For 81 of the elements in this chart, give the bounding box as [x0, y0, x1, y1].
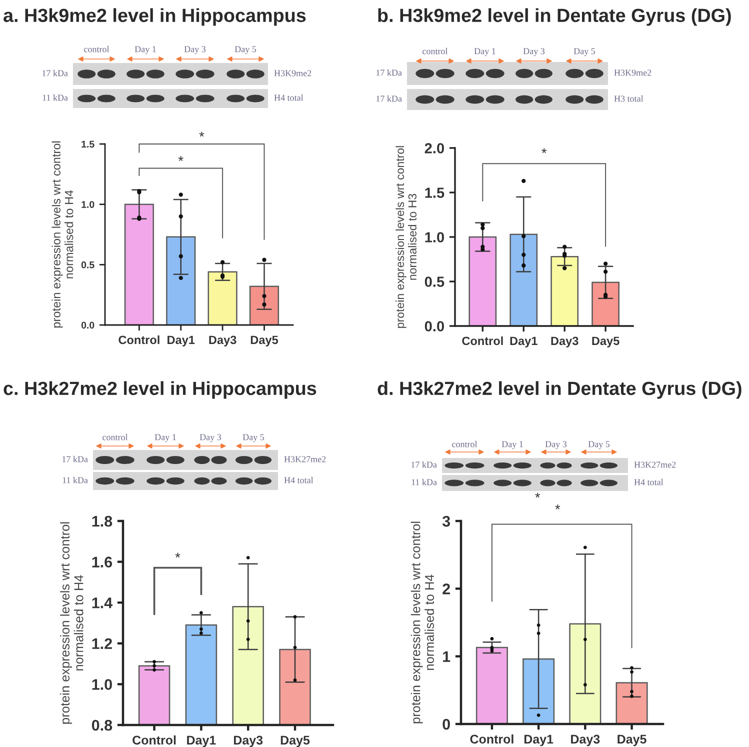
- annotation: *: [175, 552, 180, 558]
- y-tick-label: 1.4: [92, 598, 113, 608]
- text: control: [452, 440, 478, 448]
- y-tick-label: 0.0: [81, 322, 94, 329]
- x-tick-label: Control: [118, 335, 160, 344]
- x-tick-label: Day3: [234, 736, 263, 747]
- text: H3K9me2: [614, 70, 652, 76]
- y-tick-label: 1.5: [425, 188, 444, 198]
- y-tick-label: 3: [442, 516, 450, 527]
- text: Day 1: [154, 434, 176, 442]
- text: Day 5: [242, 434, 264, 442]
- text: 17 kDa: [376, 69, 402, 76]
- x-tick-label: Day1: [510, 336, 538, 348]
- text: Day 5: [574, 48, 596, 56]
- text: Day 1: [134, 46, 156, 54]
- x-tick-label: Day3: [571, 734, 600, 746]
- y-tick-label: 0.8: [92, 720, 112, 731]
- x-tick-label: Control: [462, 336, 503, 346]
- text: Day 3: [545, 441, 567, 450]
- x-tick-label: Day1: [168, 336, 195, 346]
- text: Day 3: [184, 46, 206, 54]
- y-tick-label: 2.0: [424, 143, 444, 154]
- text: 11 kDa: [62, 476, 88, 484]
- y-tick-label: 1.6: [92, 556, 112, 568]
- text: Day 5: [588, 441, 610, 450]
- x-tick-label: Day5: [618, 734, 646, 746]
- text: 17 kDa: [411, 461, 437, 468]
- text: *: [199, 132, 204, 137]
- y-axis-title: protein expression levels wrt control normalised to H3: [396, 146, 416, 328]
- text: 11 kDa: [42, 94, 68, 101]
- text: Day 3: [200, 434, 222, 442]
- chart-title: a. H3k9me2 level in Hippocampus: [4, 8, 306, 26]
- text: *: [535, 492, 540, 498]
- y-tick-label: 1.2: [92, 638, 112, 649]
- chart-title: c. H3k27me2 level in Hippocampus: [4, 381, 316, 399]
- y-axis-title: protein expression levels wrt control normalised to H4: [410, 522, 434, 724]
- text: H3 total: [614, 95, 644, 102]
- y-tick-label: 0.5: [81, 261, 94, 268]
- y-tick-label: 2: [442, 584, 450, 594]
- text: H4 total: [274, 94, 304, 101]
- text: H3K27me2: [284, 456, 326, 462]
- text: 17 kDa: [376, 95, 402, 102]
- y-axis-title: protein expression levels wrt control normalised to H4: [60, 522, 84, 724]
- x-tick-label: Day5: [280, 736, 310, 747]
- text: H4 total: [634, 478, 664, 486]
- text: 11 kDa: [412, 478, 437, 486]
- x-tick-label: Control: [132, 735, 176, 745]
- text: 17 kDa: [42, 70, 68, 76]
- y-tick-label: 1.0: [425, 232, 444, 242]
- y-tick-label: 1: [443, 651, 450, 662]
- y-axis-title: protein expression levels wrt control normalised to H4: [52, 141, 74, 328]
- annotation: *: [542, 148, 547, 154]
- text: Day 3: [523, 48, 545, 56]
- text: *: [555, 504, 560, 510]
- text: 17 kDa: [62, 456, 88, 462]
- y-tick-label: 0.5: [424, 276, 444, 287]
- y-tick-label: 0.0: [424, 321, 444, 332]
- y-tick-label: 0: [442, 718, 450, 730]
- text: Day 5: [234, 46, 256, 54]
- x-tick-label: Day1: [524, 734, 554, 746]
- text: H4 total: [284, 476, 314, 484]
- text: control: [102, 434, 128, 440]
- y-tick-label: 1.5: [82, 140, 94, 148]
- text: control: [84, 46, 110, 52]
- text: control: [422, 48, 448, 54]
- x-tick-label: Day5: [592, 336, 620, 348]
- text: Day 1: [474, 48, 496, 56]
- annotation: *: [178, 156, 184, 162]
- text: H3K9me2: [274, 70, 312, 76]
- x-tick-label: Day5: [250, 336, 278, 346]
- chart-title: b. H3k9me2 level in Dentate Gyrus (DG): [378, 8, 731, 26]
- text: H3K27me2: [634, 462, 676, 468]
- x-tick-label: Day1: [187, 736, 216, 747]
- chart-title: d. H3k27me2 level in Dentate Gyrus (DG): [378, 381, 742, 399]
- x-tick-label: Day3: [551, 336, 578, 348]
- x-tick-label: Day3: [209, 336, 236, 346]
- y-tick-label: 1.0: [82, 201, 94, 208]
- x-tick-label: Control: [470, 734, 514, 744]
- text: Day 1: [502, 441, 523, 450]
- y-tick-label: 1.0: [92, 679, 112, 690]
- y-tick-label: 1.8: [92, 516, 112, 527]
